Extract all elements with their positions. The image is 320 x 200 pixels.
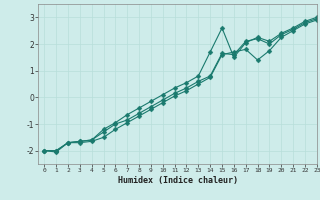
X-axis label: Humidex (Indice chaleur): Humidex (Indice chaleur) <box>118 176 238 185</box>
